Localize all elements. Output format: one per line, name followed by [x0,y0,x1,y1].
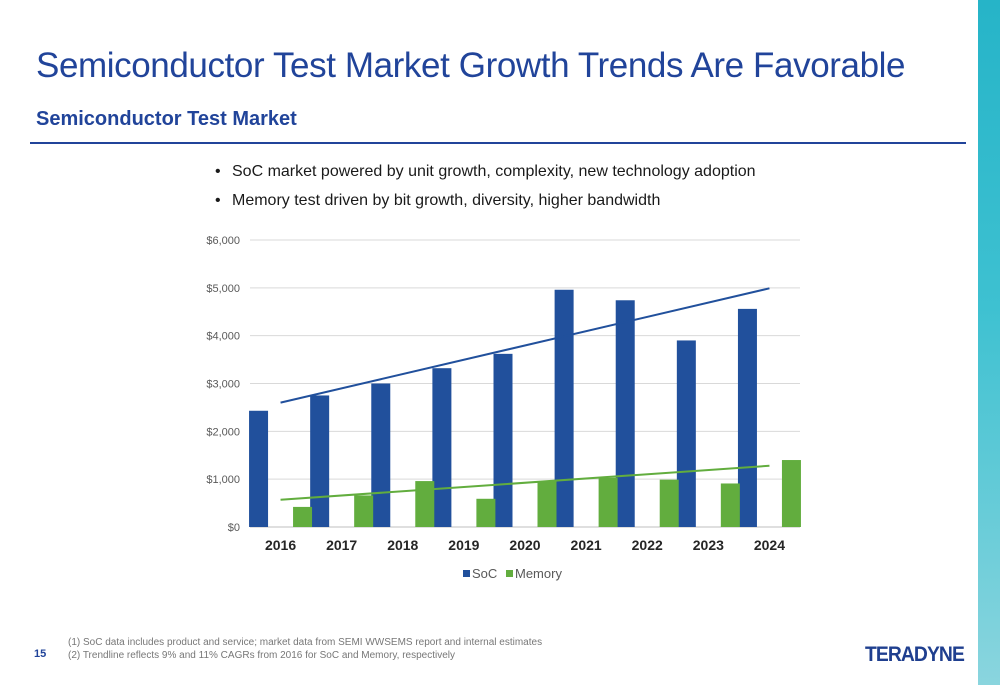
memory-bar [354,495,374,527]
teradyne-logo: TERADYNE [865,643,965,666]
page-title: Semiconductor Test Market Growth Trends … [36,46,906,85]
x-tick-label: 2021 [571,537,602,553]
memory-bar [293,506,313,527]
accent-side-bar [978,0,1000,685]
memory-bar [476,498,496,527]
soc-bar [615,300,635,527]
x-tick-label: 2020 [509,537,540,553]
y-tick-label: $2,000 [206,426,240,438]
soc-bar [676,340,696,527]
footnote: (2) Trendline reflects 9% and 11% CAGRs … [68,650,456,661]
x-tick-label: 2022 [632,537,663,553]
y-tick-label: $6,000 [206,235,240,247]
y-tick-label: $4,000 [206,331,240,343]
bullet-text: Memory test driven by bit growth, divers… [232,192,661,209]
x-tick-label: 2016 [265,537,296,553]
x-tick-label: 2019 [448,537,479,553]
page-number: 15 [34,648,47,660]
title-divider [30,142,966,144]
x-tick-label: 2023 [693,537,724,553]
soc-bar [249,410,269,527]
memory-bar [720,483,740,527]
memory-bar [659,479,679,527]
soc-bar [371,383,391,527]
x-tick-label: 2018 [387,537,418,553]
bullet-marker: • [215,163,221,180]
memory-legend-swatch [506,570,513,577]
soc-trendline [280,287,770,404]
memory-bar [781,460,801,527]
soc-bar [554,289,574,527]
memory-bar [415,481,435,527]
bullet-marker: • [215,192,221,209]
soc-bar [737,308,757,527]
soc-legend-swatch [463,570,470,577]
y-tick-label: $5,000 [206,283,240,295]
footnotes: (1) SoC data includes product and servic… [68,636,542,662]
memory-bar [598,477,618,527]
memory-bar [537,481,557,527]
legend-label: SoC [472,566,497,581]
section-subtitle: Semiconductor Test Market [36,108,297,130]
y-tick-label: $3,000 [206,379,240,391]
bullet-item: • SoC market powered by unit growth, comp… [215,160,756,189]
y-tick-label: $1,000 [206,474,240,486]
bullet-list: • SoC market powered by unit growth, comp… [215,160,756,218]
footnote: (1) SoC data includes product and servic… [68,637,543,648]
memory-trendline [280,464,770,501]
x-tick-label: 2024 [754,537,785,553]
x-tick-label: 2017 [326,537,357,553]
soc-bar [310,395,330,527]
soc-bar [493,353,513,527]
bullet-text: SoC market powered by unit growth, compl… [232,163,756,180]
legend-label: Memory [515,566,562,581]
soc-bar [432,368,452,527]
bullet-item: • Memory test driven by bit growth, diver… [215,189,756,218]
y-tick-label: $0 [228,522,240,534]
